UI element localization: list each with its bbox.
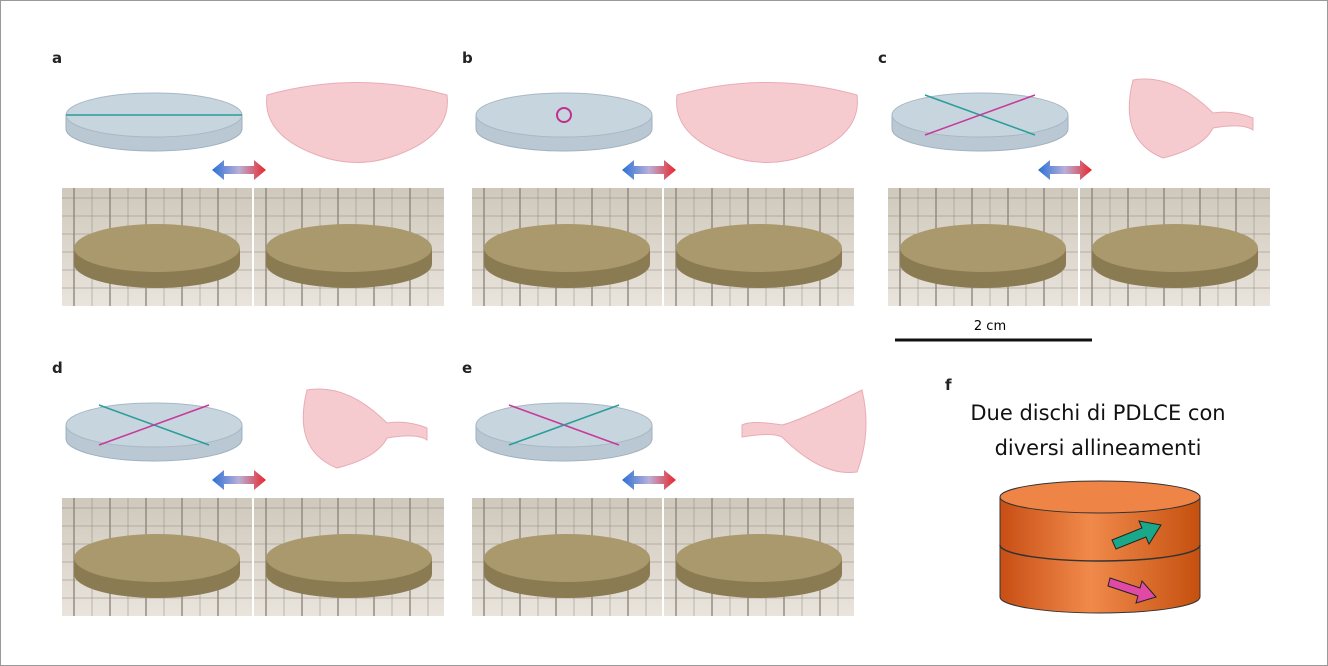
sample-top — [74, 534, 240, 582]
caption: diversi allineamenti — [995, 436, 1202, 460]
scale-bar-label: 2 cm — [974, 319, 1006, 334]
panel-label: f — [945, 376, 952, 394]
panel-label: d — [52, 359, 63, 377]
sample-top — [74, 224, 240, 272]
sample-top — [484, 224, 650, 272]
sample-top — [484, 534, 650, 582]
sample-top — [676, 534, 842, 582]
sample-top — [1092, 224, 1258, 272]
sample-top — [900, 224, 1066, 272]
sample-top — [676, 224, 842, 272]
panel-label: e — [462, 359, 472, 377]
caption: Due dischi di PDLCE con — [970, 401, 1225, 425]
sample-top — [266, 224, 432, 272]
cylinder-top — [1000, 481, 1200, 513]
cylinder-body — [1000, 497, 1200, 613]
figure: a b c d e 2 cm f Due dischi di PDLCE con diversi… — [0, 0, 1328, 666]
panel-label: a — [52, 49, 62, 67]
panel-label: b — [462, 49, 473, 67]
disc-top — [476, 93, 652, 137]
panel-label: c — [878, 49, 887, 67]
sample-top — [266, 534, 432, 582]
